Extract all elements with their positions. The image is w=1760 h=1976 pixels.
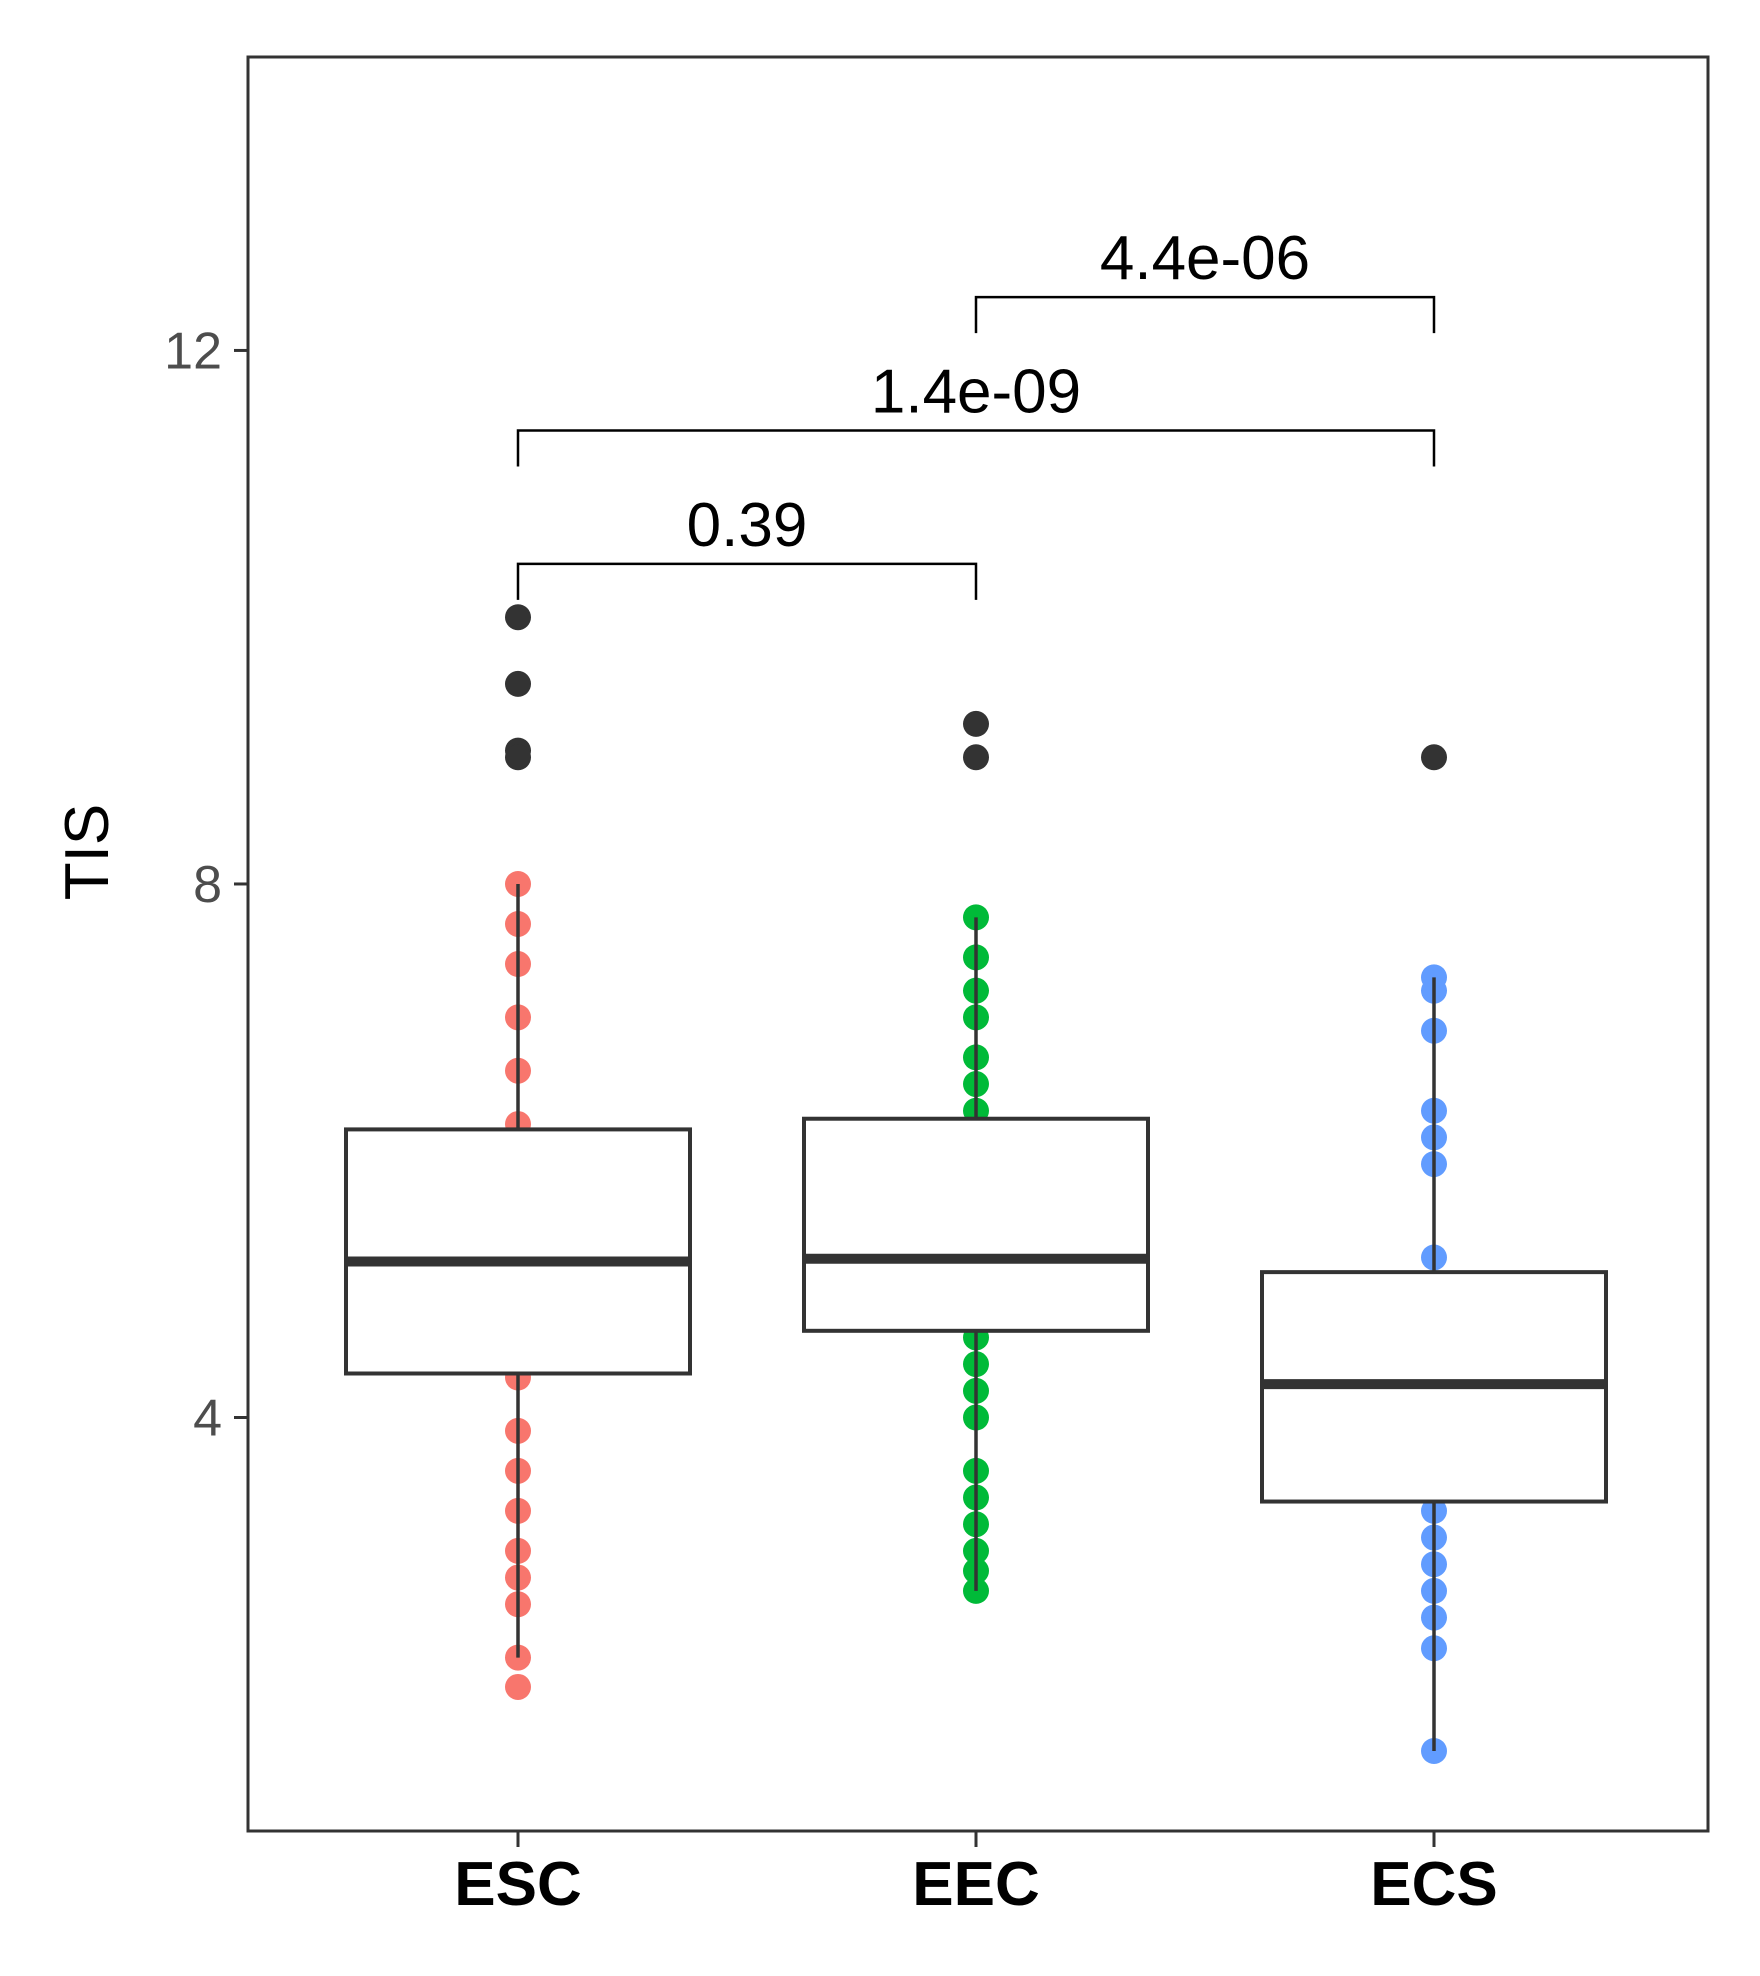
boxes — [344, 883, 1608, 1751]
outlier-points — [505, 604, 1447, 771]
axes: 4 8 12 ESC EEC ECS — [164, 322, 1498, 1919]
x-category-label: EEC — [912, 1850, 1039, 1919]
plot-panel-border — [246, 55, 1710, 1833]
outlier-point-esc — [505, 744, 531, 771]
y-tick-label: 8 — [193, 856, 222, 914]
outlier-point-ecs — [1421, 744, 1447, 771]
p-value-label: 1.4e-09 — [871, 357, 1081, 426]
outlier-point-eec — [963, 710, 989, 737]
outlier-point-esc — [505, 670, 531, 697]
y-tick-label: 4 — [193, 1390, 222, 1448]
p-value-label: 4.4e-06 — [1100, 224, 1310, 293]
comparison-bracket — [516, 429, 1436, 467]
x-category-label: ESC — [454, 1850, 581, 1919]
comparison-brackets: 0.39 1.4e-09 4.4e-06 — [516, 224, 1436, 600]
y-axis-title: TIS — [53, 804, 122, 900]
box-eec — [802, 1116, 1150, 1333]
y-tick-label: 12 — [164, 322, 222, 380]
x-category-label: ECS — [1370, 1850, 1497, 1919]
outlier-point-esc — [505, 604, 531, 631]
comparison-bracket — [974, 295, 1436, 334]
data-point-esc — [505, 1673, 531, 1700]
comparison-bracket — [516, 562, 978, 600]
box-esc — [344, 1127, 692, 1376]
outlier-point-eec — [963, 744, 989, 771]
p-value-label: 0.39 — [687, 491, 808, 560]
